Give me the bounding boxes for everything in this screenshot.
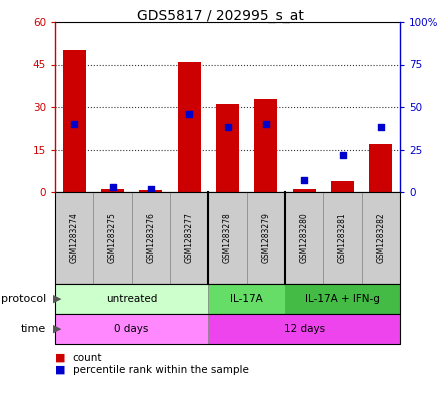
Text: GSM1283274: GSM1283274 bbox=[70, 213, 79, 263]
Text: GDS5817 / 202995_s_at: GDS5817 / 202995_s_at bbox=[136, 9, 304, 23]
Text: GSM1283278: GSM1283278 bbox=[223, 213, 232, 263]
Text: GSM1283279: GSM1283279 bbox=[261, 213, 270, 263]
Text: GSM1283277: GSM1283277 bbox=[185, 213, 194, 263]
Text: count: count bbox=[73, 353, 102, 363]
Bar bbox=[139, 190, 162, 192]
Point bbox=[186, 111, 193, 117]
Text: GSM1283280: GSM1283280 bbox=[300, 213, 309, 263]
Text: IL-17A + IFN-g: IL-17A + IFN-g bbox=[305, 294, 380, 304]
Text: IL-17A: IL-17A bbox=[230, 294, 263, 304]
Point bbox=[378, 124, 385, 130]
Text: untreated: untreated bbox=[106, 294, 158, 304]
Text: ▶: ▶ bbox=[53, 324, 61, 334]
Bar bbox=[101, 189, 124, 192]
Text: GSM1283275: GSM1283275 bbox=[108, 213, 117, 263]
Bar bbox=[216, 104, 239, 192]
Bar bbox=[293, 189, 315, 192]
Point bbox=[339, 151, 346, 158]
Text: GSM1283282: GSM1283282 bbox=[376, 213, 385, 263]
Bar bbox=[254, 99, 277, 192]
Bar bbox=[178, 62, 201, 192]
Point bbox=[301, 177, 308, 183]
Text: 12 days: 12 days bbox=[284, 324, 325, 334]
Point bbox=[71, 121, 78, 127]
Point bbox=[147, 185, 154, 192]
Bar bbox=[62, 50, 86, 192]
Point bbox=[224, 124, 231, 130]
Text: 0 days: 0 days bbox=[114, 324, 149, 334]
Text: protocol: protocol bbox=[1, 294, 46, 304]
Text: percentile rank within the sample: percentile rank within the sample bbox=[73, 365, 249, 375]
Text: ▶: ▶ bbox=[53, 294, 61, 304]
Text: GSM1283276: GSM1283276 bbox=[147, 213, 155, 263]
Bar bbox=[331, 181, 354, 192]
Text: GSM1283281: GSM1283281 bbox=[338, 213, 347, 263]
Bar bbox=[369, 144, 392, 192]
Point bbox=[262, 121, 269, 127]
Point bbox=[109, 184, 116, 190]
Text: time: time bbox=[21, 324, 46, 334]
Text: ■: ■ bbox=[55, 365, 66, 375]
Text: ■: ■ bbox=[55, 353, 66, 363]
